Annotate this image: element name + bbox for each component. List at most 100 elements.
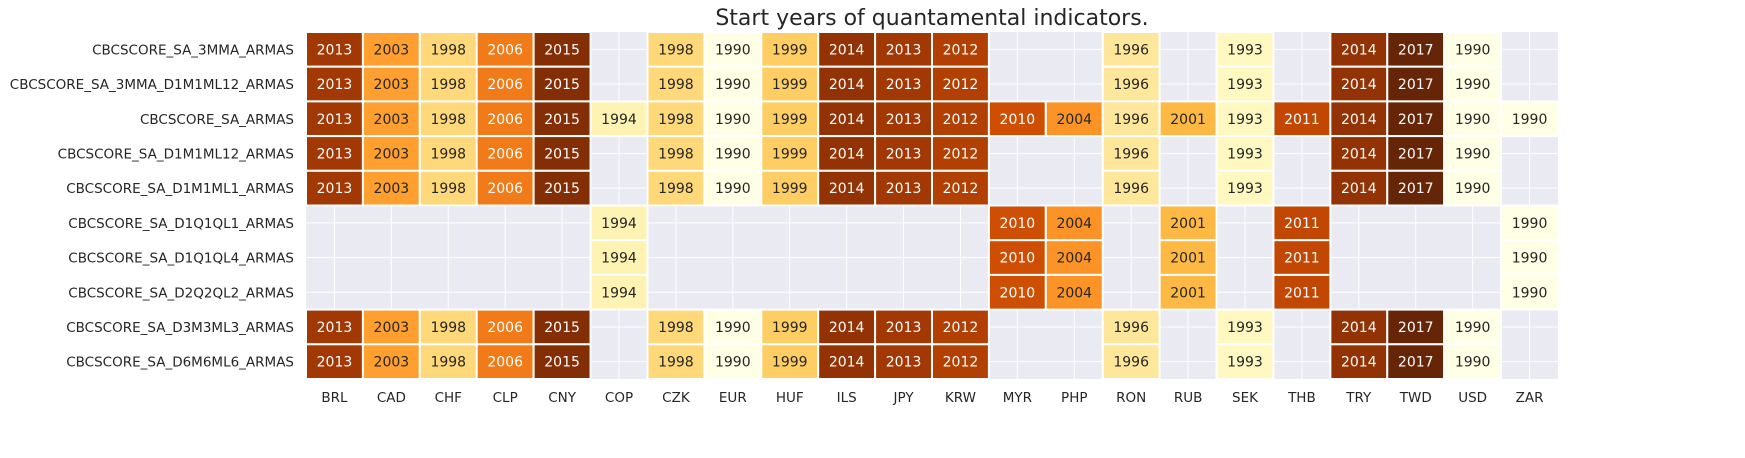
heatmap-cell <box>1101 31 1161 68</box>
cell-value-label: 2017 <box>1398 42 1434 58</box>
cell-value-label: 2003 <box>374 355 410 371</box>
cell-value-label: 2006 <box>487 355 523 371</box>
cell-value-label: 2006 <box>487 146 523 162</box>
cell-value-label: 1999 <box>772 320 808 336</box>
cell-value-label: 2014 <box>1341 77 1377 93</box>
x-tick-label: HUF <box>776 390 804 406</box>
heatmap-cell <box>1044 239 1104 276</box>
heatmap-cell <box>817 135 877 172</box>
heatmap-cell <box>987 100 1047 138</box>
cell-value-label: 1990 <box>715 320 751 336</box>
heatmap-cell <box>1329 169 1389 207</box>
cell-value-label: 1999 <box>772 77 808 93</box>
y-tick-label: CBCSCORE_SA_D1M1ML12_ARMAS <box>58 146 294 162</box>
cell-value-label: 2014 <box>1341 320 1377 336</box>
heatmap-cell <box>760 135 820 172</box>
cell-value-label: 1996 <box>1113 355 1149 371</box>
cell-value-label: 2014 <box>829 77 865 93</box>
cell-value-label: 2006 <box>487 181 523 197</box>
cell-value-label: 2012 <box>943 77 979 93</box>
cell-value-label: 1996 <box>1113 320 1149 336</box>
cell-value-label: 2015 <box>544 181 580 197</box>
cell-value-label: 2013 <box>317 320 353 336</box>
cell-value-label: 2001 <box>1170 251 1206 267</box>
cell-value-label: 1998 <box>430 355 466 371</box>
x-tick-label: USD <box>1458 390 1487 406</box>
y-tick-label: CBCSCORE_SA_3MMA_ARMAS <box>92 42 294 58</box>
x-tick-label: TRY <box>1345 390 1372 406</box>
heatmap-cell <box>1101 65 1161 103</box>
y-tick-label: CBCSCORE_SA_D6M6ML6_ARMAS <box>66 355 294 371</box>
cell-value-label: 1998 <box>658 146 694 162</box>
x-tick-label: PHP <box>1061 390 1087 406</box>
x-tick-label: RON <box>1116 390 1146 406</box>
cell-value-label: 2017 <box>1398 355 1434 371</box>
cell-value-label: 2013 <box>317 112 353 128</box>
heatmap-cell <box>1329 343 1389 380</box>
heatmap-cell <box>931 100 990 138</box>
heatmap-cell <box>760 65 820 103</box>
heatmap-cell <box>760 100 820 138</box>
cell-value-label: 1990 <box>715 112 751 128</box>
x-tick-label: BRL <box>321 390 348 406</box>
x-tick-label: CHF <box>435 390 462 406</box>
cell-value-label: 2017 <box>1398 146 1434 162</box>
heatmap-cell <box>1044 204 1104 242</box>
cell-value-label: 1990 <box>715 77 751 93</box>
cell-value-label: 2013 <box>886 320 922 336</box>
heatmap-cell <box>532 31 592 68</box>
cell-value-label: 2014 <box>1341 181 1377 197</box>
heatmap-cell <box>1500 273 1560 311</box>
cell-value-label: 1996 <box>1113 146 1149 162</box>
cell-value-label: 2013 <box>886 181 922 197</box>
cell-value-label: 2013 <box>886 112 922 128</box>
heatmap-cell <box>987 204 1047 242</box>
cell-value-label: 2014 <box>1341 355 1377 371</box>
heatmap-cell <box>305 135 364 172</box>
heatmap-cell <box>874 343 933 380</box>
cell-value-label: 1998 <box>430 320 466 336</box>
cell-value-label: 1994 <box>601 112 637 128</box>
cell-value-label: 2015 <box>544 77 580 93</box>
cell-value-label: 1998 <box>658 42 694 58</box>
cell-value-label: 1999 <box>772 42 808 58</box>
y-tick-label: CBCSCORE_SA_D1Q1QL4_ARMAS <box>68 251 294 267</box>
heatmap-cell <box>475 308 535 346</box>
heatmap-cell <box>589 273 649 311</box>
heatmap-cell <box>646 135 706 172</box>
heatmap-cell <box>817 308 877 346</box>
cell-value-label: 2011 <box>1284 285 1320 301</box>
cell-value-label: 2014 <box>829 355 865 371</box>
cell-value-label: 2013 <box>886 77 922 93</box>
heatmap-cell <box>1215 308 1275 346</box>
cell-value-label: 1990 <box>1455 77 1491 93</box>
cell-value-label: 1990 <box>1455 355 1491 371</box>
cell-value-label: 1990 <box>1455 42 1491 58</box>
heatmap-cell <box>1329 65 1389 103</box>
heatmap-cell <box>475 65 535 103</box>
cell-value-label: 1990 <box>715 146 751 162</box>
cell-value-label: 2003 <box>374 320 410 336</box>
cell-value-label: 2011 <box>1284 112 1320 128</box>
heatmap-cell <box>1443 65 1503 103</box>
heatmap-cell <box>1443 308 1503 346</box>
heatmap-cell <box>931 169 990 207</box>
heatmap-cell <box>1215 100 1275 138</box>
cell-value-label: 1990 <box>715 42 751 58</box>
cell-value-label: 1996 <box>1113 77 1149 93</box>
cell-value-label: 2013 <box>886 146 922 162</box>
cell-value-label: 2014 <box>829 320 865 336</box>
x-tick-label: JPY <box>893 390 915 406</box>
x-tick-label: COP <box>605 390 633 406</box>
cell-value-label: 2015 <box>544 112 580 128</box>
cell-value-label: 1993 <box>1227 146 1263 162</box>
cell-value-label: 2003 <box>374 181 410 197</box>
cell-value-label: 1999 <box>772 181 808 197</box>
cell-value-label: 2004 <box>1056 285 1092 301</box>
cell-value-label: 2017 <box>1398 77 1434 93</box>
cell-value-label: 1994 <box>601 216 637 232</box>
cell-value-label: 2015 <box>544 355 580 371</box>
cell-value-label: 1998 <box>430 77 466 93</box>
cell-value-label: 1998 <box>658 181 694 197</box>
cell-value-label: 2006 <box>487 320 523 336</box>
